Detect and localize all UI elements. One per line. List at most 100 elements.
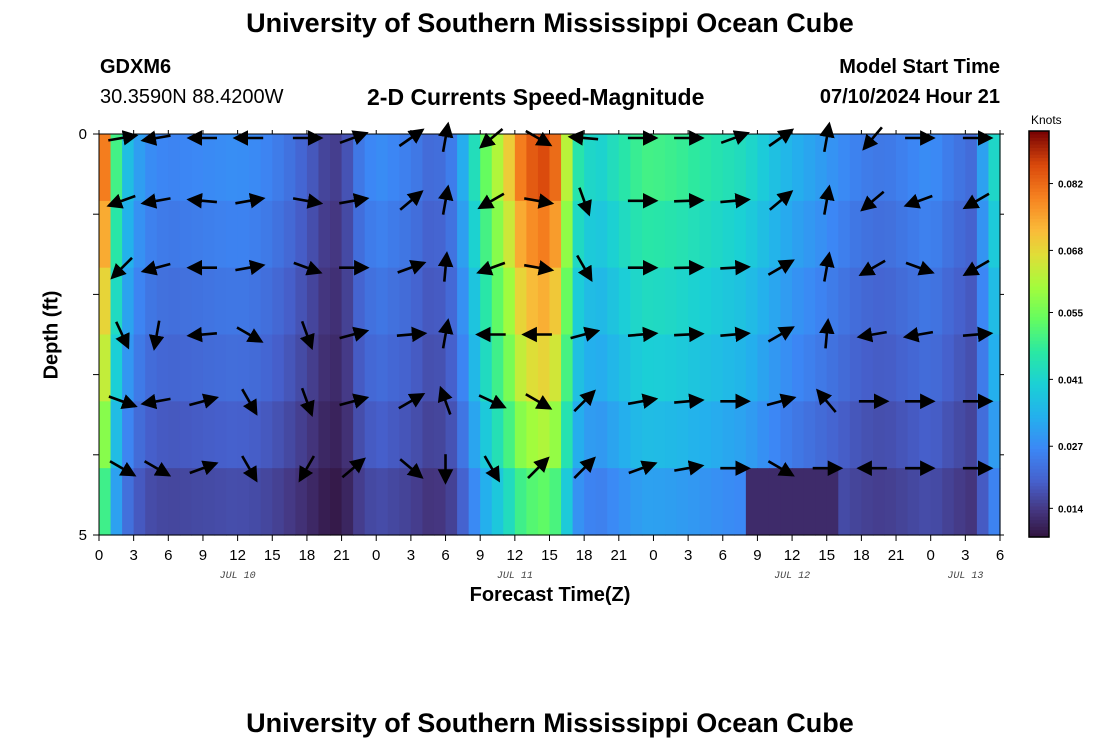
heatmap-cell — [826, 401, 839, 469]
colorbar-segment — [1029, 334, 1049, 338]
heatmap-cell — [353, 200, 366, 269]
heatmap-cell — [988, 468, 1001, 536]
heatmap-cell — [618, 468, 631, 536]
heatmap-cell — [179, 200, 193, 269]
heatmap-cell — [722, 267, 735, 336]
current-vector-arrow — [293, 260, 323, 276]
heatmap-cell — [872, 334, 886, 402]
colorbar-segment — [1029, 141, 1049, 146]
heatmap-cell — [387, 200, 400, 269]
heatmap-cell — [468, 267, 481, 336]
heatmap-cell — [861, 334, 874, 402]
heatmap-cell — [145, 134, 158, 202]
colorbar-segment — [1029, 401, 1049, 406]
x-tick-label: 9 — [199, 547, 207, 564]
heatmap-cell — [872, 401, 886, 469]
heatmap-cell — [237, 200, 250, 269]
heatmap-cell — [919, 468, 932, 536]
heatmap-cell — [930, 468, 943, 536]
heatmap-cell — [514, 134, 527, 202]
colorbar-segment — [1029, 452, 1049, 457]
current-vector-arrow — [674, 460, 705, 476]
heatmap-cell — [919, 334, 932, 402]
heatmap-cell — [283, 200, 296, 269]
colorbar-segment — [1029, 479, 1049, 484]
heatmap-cell — [872, 267, 886, 336]
heatmap-cell — [803, 267, 816, 336]
heatmap-cell — [653, 468, 666, 536]
colorbar-segment — [1029, 516, 1049, 521]
heatmap-cell — [330, 200, 343, 269]
colorbar-segment — [1029, 147, 1049, 152]
heatmap-cell — [757, 267, 770, 336]
heatmap-cell — [711, 468, 724, 536]
heatmap-cell — [353, 134, 366, 202]
current-vector-arrow — [438, 184, 454, 215]
heatmap-cell — [179, 334, 193, 402]
heatmap-cell — [399, 267, 412, 336]
colorbar-segment — [1029, 306, 1049, 311]
heatmap-cell — [965, 468, 978, 536]
heatmap-cell — [699, 134, 712, 202]
heatmap-cell — [641, 401, 655, 469]
heatmap-cell — [572, 267, 585, 336]
heatmap-cell — [561, 334, 574, 402]
heatmap-cell — [595, 200, 608, 269]
current-vector-arrow — [399, 190, 424, 211]
heatmap-cell — [688, 200, 701, 269]
heatmap-cell — [191, 401, 204, 469]
current-vector-arrow — [398, 392, 426, 410]
colorbar-tick-label: 0.068 — [1058, 246, 1083, 257]
heatmap-cell — [122, 468, 135, 536]
heatmap-cell — [896, 401, 909, 469]
heatmap-cell — [353, 334, 366, 402]
heatmap-cell — [214, 401, 227, 469]
current-vector-arrow — [567, 130, 599, 146]
colorbar-segment — [1029, 486, 1049, 491]
colorbar-segment — [1029, 327, 1049, 332]
current-vector-arrow — [483, 455, 500, 483]
heatmap-cell — [491, 267, 504, 336]
heatmap-cell — [433, 401, 447, 469]
heatmap-cell — [445, 401, 458, 469]
colorbar-segment — [1029, 310, 1049, 315]
current-vector-arrow — [819, 318, 835, 349]
heatmap-cell — [792, 200, 805, 269]
heatmap-cell — [226, 334, 239, 402]
current-vector-arrow — [860, 190, 885, 212]
heatmap-cell — [561, 134, 574, 202]
colorbar-segment — [1029, 249, 1049, 254]
heatmap-cell — [896, 267, 909, 336]
current-vector-arrow — [819, 121, 835, 153]
colorbar-segment — [1029, 455, 1049, 460]
colorbar-segment — [1029, 361, 1049, 366]
current-vector-arrow — [140, 193, 171, 209]
colorbar-segment — [1029, 340, 1049, 345]
heatmap-cell — [976, 334, 990, 402]
heatmap-cell — [849, 468, 862, 536]
colorbar-segment — [1029, 509, 1049, 514]
heatmap-cell — [757, 200, 770, 269]
heatmap-cell — [907, 401, 920, 469]
current-vector-arrow — [476, 260, 506, 276]
heatmap-cell — [457, 200, 470, 269]
colorbar-segment — [1029, 154, 1049, 159]
heatmap-cell — [768, 334, 782, 402]
heatmap-cell — [399, 200, 412, 269]
heatmap-cell — [722, 468, 735, 536]
heatmap-cell — [734, 267, 747, 336]
heatmap-cell — [514, 267, 527, 336]
colorbar-segment — [1029, 350, 1049, 355]
heatmap-cell — [249, 267, 262, 336]
colorbar-segment — [1029, 246, 1049, 251]
heatmap-cell — [110, 134, 123, 202]
heatmap-cell — [306, 134, 320, 202]
colorbar-segment — [1029, 496, 1049, 501]
heatmap-cell — [526, 334, 539, 402]
current-vector-arrow — [437, 385, 453, 415]
heatmap-cell — [942, 267, 955, 336]
heatmap-cell — [630, 200, 643, 269]
colorbar-segment — [1029, 354, 1049, 359]
heatmap-cell — [179, 468, 193, 536]
heatmap-cell — [260, 401, 273, 469]
